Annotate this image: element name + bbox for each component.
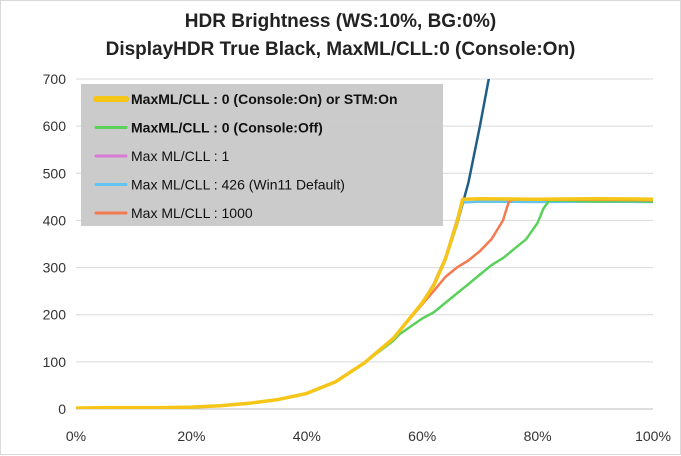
series-line-5 (76, 196, 653, 409)
legend-label: Max ML/CLL : 1 (131, 148, 230, 164)
legend-label: Max ML/CLL : 426 (Win11 Default) (131, 177, 345, 193)
chart-title-line-2: DisplayHDR True Black, MaxML/CLL:0 (Cons… (105, 39, 576, 60)
x-tick-label: 60% (408, 428, 436, 444)
series-line-4 (76, 197, 653, 409)
legend-box (81, 84, 443, 226)
legend-label: MaxML/CLL : 0 (Console:On) or STM:On (131, 91, 398, 107)
y-tick-label: 300 (43, 260, 67, 276)
x-tick-label: 20% (177, 428, 205, 444)
y-tick-label: 100 (43, 354, 67, 370)
x-tick-label: 80% (524, 428, 552, 444)
y-tick-label: 200 (43, 307, 67, 323)
series-line-3 (76, 199, 653, 409)
y-tick-label: 0 (58, 401, 66, 417)
series-line-2 (76, 200, 653, 409)
legend-label: Max ML/CLL : 1000 (131, 205, 253, 221)
chart-title-line-1: HDR Brightness (WS:10%, BG:0%) (184, 11, 497, 32)
y-tick-label: 600 (43, 118, 67, 134)
y-tick-label: 700 (43, 71, 67, 87)
x-tick-label: 100% (635, 428, 671, 444)
legend-label: MaxML/CLL : 0 (Console:Off) (131, 120, 323, 136)
y-tick-label: 500 (43, 165, 67, 181)
series-line-1 (76, 197, 653, 409)
x-tick-label: 40% (293, 428, 321, 444)
y-tick-label: 400 (43, 212, 67, 228)
x-tick-label: 0% (66, 428, 86, 444)
